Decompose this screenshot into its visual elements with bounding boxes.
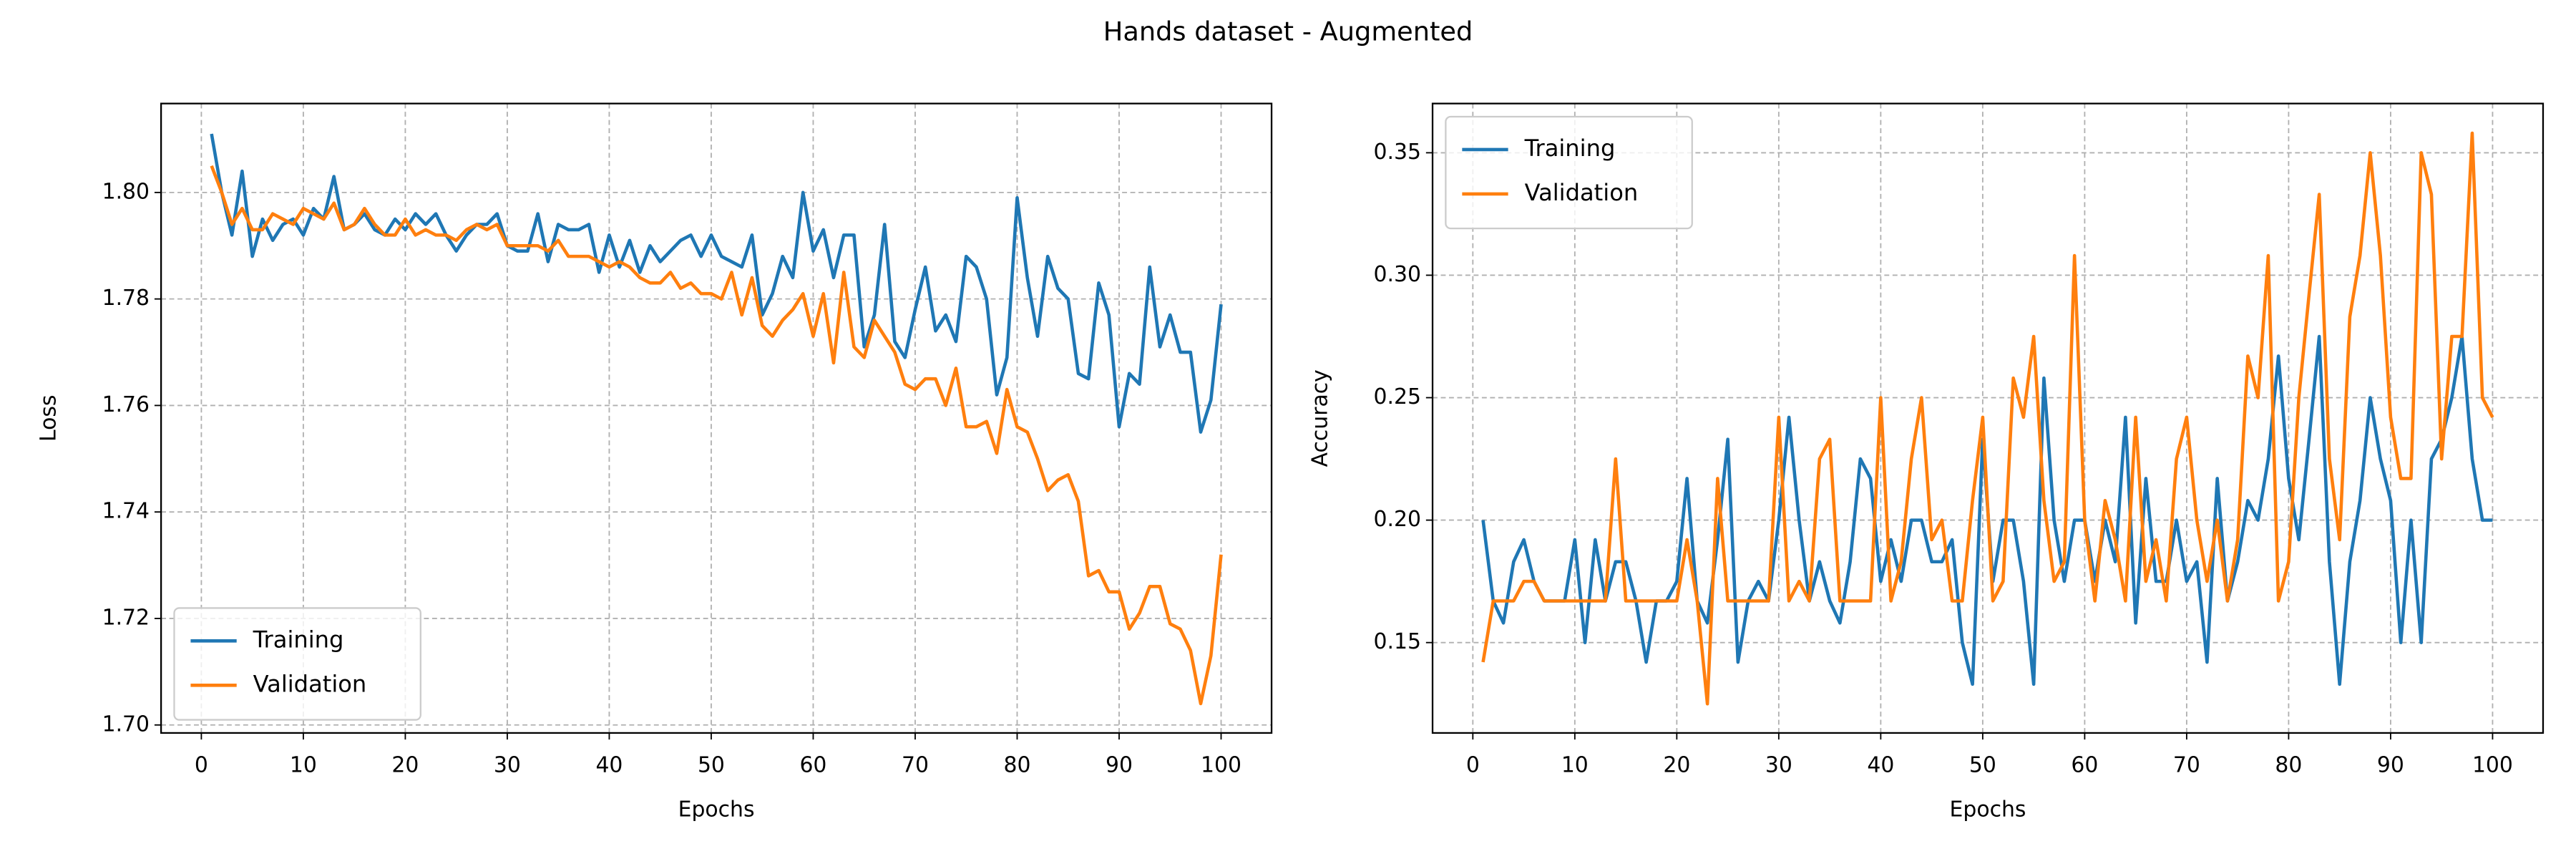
x-tick-label: 30 xyxy=(494,752,521,777)
x-tick-label: 60 xyxy=(2071,752,2098,777)
x-tick-label: 40 xyxy=(595,752,623,777)
y-axis-label: Loss xyxy=(36,395,61,442)
y-tick-label: 1.76 xyxy=(102,392,150,417)
legend-label: Validation xyxy=(253,670,367,697)
x-tick-label: 70 xyxy=(2173,752,2200,777)
y-tick-label: 0.15 xyxy=(1374,629,1421,654)
axes-frame xyxy=(160,102,1273,734)
x-tick-label: 20 xyxy=(1663,752,1690,777)
x-tick-label: 30 xyxy=(1765,752,1792,777)
x-tick-label: 50 xyxy=(698,752,725,777)
x-tick-label: 10 xyxy=(290,752,317,777)
data-line xyxy=(1481,131,2494,706)
y-axis-label: Accuracy xyxy=(1307,369,1332,467)
y-tick-label: 1.78 xyxy=(102,286,150,311)
legend-label: Training xyxy=(253,626,344,653)
y-tick-label: 1.72 xyxy=(102,605,150,630)
figure-title: Hands dataset - Augmented xyxy=(1103,16,1473,47)
y-tick-label: 0.25 xyxy=(1374,384,1421,409)
x-tick-label: 90 xyxy=(1106,752,1133,777)
y-tick-label: 1.80 xyxy=(102,179,150,204)
x-tick-label: 0 xyxy=(195,752,208,777)
legend-box xyxy=(173,607,421,721)
x-tick-label: 20 xyxy=(391,752,419,777)
x-axis-label: Epochs xyxy=(678,797,755,822)
y-tick-label: 1.70 xyxy=(102,712,150,737)
legend-label: Validation xyxy=(1525,179,1639,206)
x-tick-label: 60 xyxy=(799,752,826,777)
x-tick-label: 100 xyxy=(1201,752,1241,777)
axes-frame xyxy=(1431,102,2545,734)
y-tick-label: 0.30 xyxy=(1374,262,1421,287)
legend-box xyxy=(1445,115,1693,230)
y-tick-label: 0.20 xyxy=(1374,507,1421,532)
x-tick-label: 40 xyxy=(1867,752,1894,777)
x-tick-label: 10 xyxy=(1561,752,1589,777)
x-tick-label: 80 xyxy=(1003,752,1030,777)
legend-label: Training xyxy=(1524,135,1616,162)
x-tick-label: 0 xyxy=(1466,752,1480,777)
x-tick-label: 80 xyxy=(2275,752,2302,777)
x-tick-label: 90 xyxy=(2377,752,2404,777)
y-tick-label: 0.35 xyxy=(1374,140,1421,165)
data-line xyxy=(210,165,1223,706)
x-tick-label: 70 xyxy=(902,752,929,777)
x-tick-label: 100 xyxy=(2472,752,2513,777)
x-axis-label: Epochs xyxy=(1950,797,2026,822)
y-tick-label: 1.74 xyxy=(102,499,150,524)
data-line xyxy=(210,133,1223,434)
x-tick-label: 50 xyxy=(1969,752,1996,777)
